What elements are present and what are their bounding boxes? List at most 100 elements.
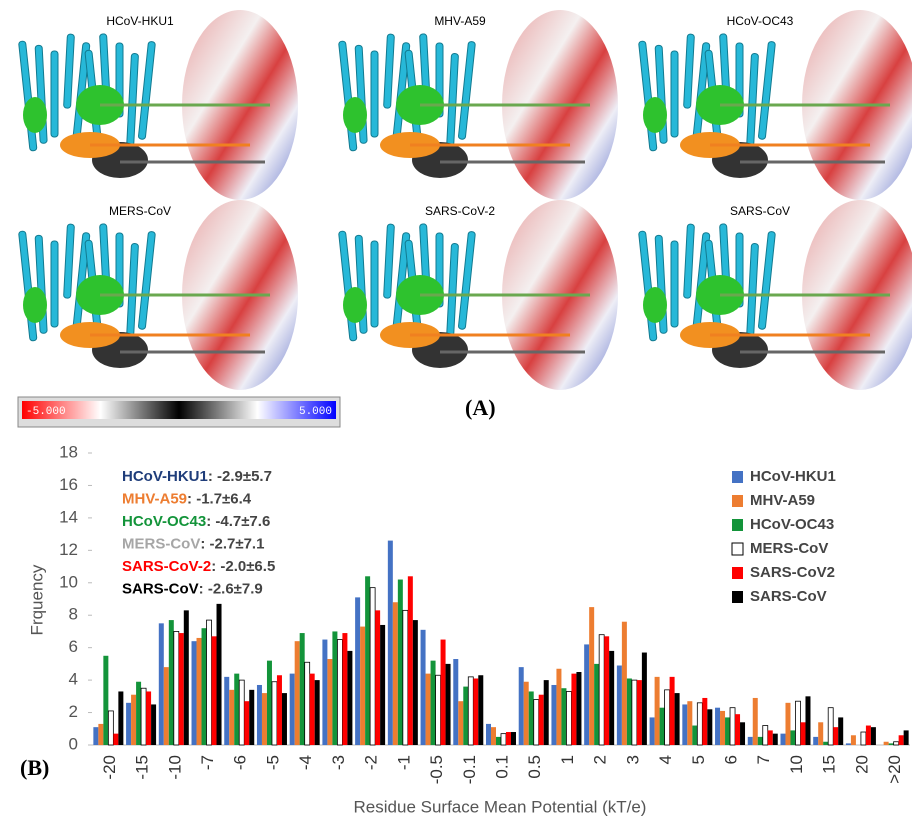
bar <box>524 682 529 745</box>
bar <box>347 651 352 745</box>
y-tick-label: 18 <box>59 442 78 461</box>
x-tick-label: -0.1 <box>460 755 479 784</box>
bar <box>768 730 773 745</box>
bar <box>159 623 164 745</box>
bar <box>408 576 413 745</box>
bar <box>861 732 866 745</box>
x-tick-label: 10 <box>787 755 806 774</box>
bar <box>136 682 141 745</box>
panel-label: (A) <box>465 395 496 420</box>
helix <box>371 241 378 327</box>
x-tick-label: -2 <box>362 755 381 770</box>
legend-swatch <box>732 567 743 579</box>
bar <box>192 641 197 745</box>
bar <box>813 737 818 745</box>
bar <box>131 695 136 745</box>
bar <box>272 682 277 745</box>
bar <box>884 742 889 745</box>
bar <box>174 631 179 745</box>
bar <box>697 703 702 745</box>
x-tick-label: 6 <box>722 755 741 764</box>
legend-label: HCoV-HKU1 <box>750 468 836 485</box>
helix <box>384 224 395 298</box>
bar <box>894 742 899 745</box>
bar <box>388 541 393 745</box>
x-tick-label: 15 <box>820 755 839 774</box>
bar <box>687 701 692 745</box>
y-tick-label: 10 <box>59 572 78 591</box>
bar <box>217 604 222 745</box>
helix <box>51 241 58 327</box>
bar <box>468 677 473 745</box>
domain-green <box>343 287 367 323</box>
bar <box>833 727 838 745</box>
bar <box>539 695 544 745</box>
bar <box>486 724 491 745</box>
bar <box>441 640 446 745</box>
bar <box>141 688 146 745</box>
structure-label: MHV-A59 <box>434 14 486 28</box>
helix <box>339 231 357 341</box>
helix <box>64 224 75 298</box>
helix <box>64 34 75 108</box>
bar <box>790 730 795 745</box>
structure-label: MERS-CoV <box>109 204 171 218</box>
bar <box>113 734 118 745</box>
helix <box>51 51 58 137</box>
bar <box>365 576 370 745</box>
structure-label: HCoV-OC43 <box>727 14 794 28</box>
x-tick-label: 3 <box>623 755 642 764</box>
bar <box>795 701 800 745</box>
panel-label: (B) <box>20 755 49 780</box>
bar <box>871 727 876 745</box>
bar <box>453 659 458 745</box>
bar <box>851 735 856 745</box>
bar <box>566 691 571 745</box>
bar <box>556 669 561 745</box>
y-tick-label: 14 <box>59 507 78 526</box>
bar <box>458 701 463 745</box>
annotation-stat: : -1.7±6.4 <box>187 490 252 507</box>
bar <box>642 653 647 745</box>
bar <box>735 714 740 745</box>
annotation-stat: : -2.7±7.1 <box>200 535 264 552</box>
y-tick-label: 16 <box>59 475 78 494</box>
bar <box>355 597 360 745</box>
bar <box>617 666 622 745</box>
bar <box>262 693 267 745</box>
x-tick-label: -5 <box>263 755 282 770</box>
y-tick-label: 0 <box>69 734 78 753</box>
bar <box>249 690 254 745</box>
bar <box>529 691 534 745</box>
bar <box>300 633 305 745</box>
colorbar-min: -5.000 <box>26 406 66 418</box>
bar <box>692 726 697 745</box>
bar <box>169 620 174 745</box>
bar <box>511 732 516 745</box>
y-axis-title: Frquency <box>27 564 46 635</box>
helix <box>639 41 657 151</box>
bar <box>146 691 151 745</box>
bar <box>609 651 614 745</box>
bar <box>126 703 131 745</box>
bar <box>670 677 675 745</box>
bar <box>257 685 262 745</box>
bar <box>463 687 468 745</box>
annotation-name: HCoV-HKU1 <box>122 468 208 485</box>
y-tick-label: 2 <box>69 702 78 721</box>
y-tick-label: 8 <box>69 605 78 624</box>
legend-label: MERS-CoV <box>750 540 828 557</box>
bar <box>305 662 310 745</box>
legend-label: SARS-CoV <box>750 588 827 605</box>
structure-label: SARS-CoV <box>730 204 790 218</box>
x-tick-label: 20 <box>852 755 871 774</box>
y-tick-label: 4 <box>69 670 78 689</box>
bar <box>823 742 828 745</box>
annotation-stat: : -2.6±7.9 <box>199 580 263 597</box>
bar <box>725 717 730 745</box>
annotation-stat: : -2.0±6.5 <box>211 558 275 575</box>
bar <box>207 620 212 745</box>
legend-swatch <box>732 591 743 603</box>
bar <box>561 688 566 745</box>
bar <box>229 690 234 745</box>
